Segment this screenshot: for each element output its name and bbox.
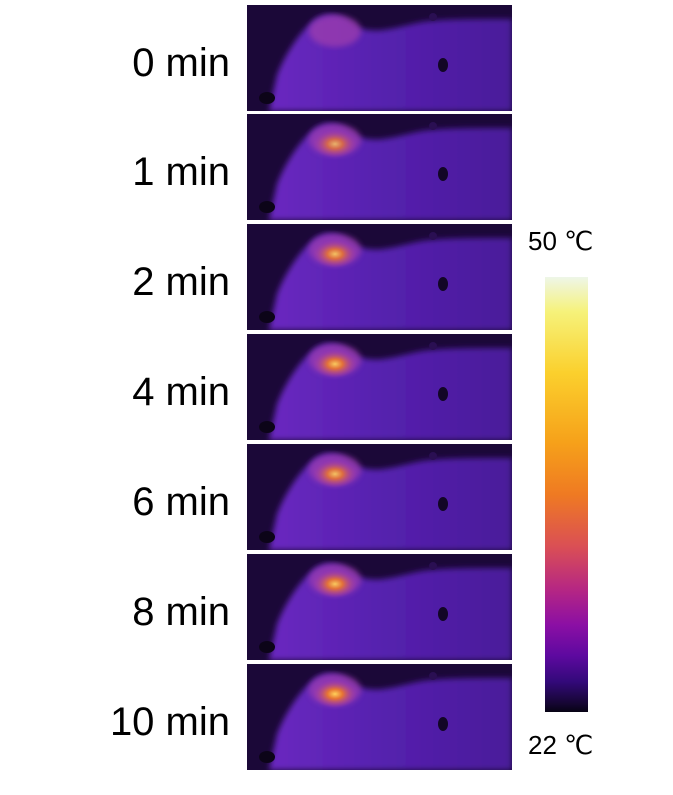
time-label-2: 2 min xyxy=(132,260,230,304)
thermal-frame xyxy=(247,554,512,660)
dark-spot xyxy=(438,167,448,181)
dark-spot xyxy=(438,387,448,401)
hot-spot xyxy=(313,680,357,708)
hot-spot xyxy=(313,130,357,158)
thermal-image xyxy=(259,562,512,660)
thermal-frame xyxy=(247,5,512,111)
thermal-frame xyxy=(247,664,512,770)
time-label-1: 1 min xyxy=(132,150,230,194)
dark-spot xyxy=(429,122,437,130)
time-label-6: 6 min xyxy=(132,480,230,524)
dark-spot xyxy=(438,58,448,72)
time-label-0: 0 min xyxy=(132,41,230,85)
dark-spot xyxy=(429,232,437,240)
head-region xyxy=(309,15,361,47)
thermal-frame xyxy=(247,114,512,220)
colorbar-min-label: 22 ℃ xyxy=(528,730,594,760)
dark-spot xyxy=(259,641,275,653)
thermal-image xyxy=(259,13,512,111)
animal-body xyxy=(269,343,512,440)
time-label-4: 4 min xyxy=(132,370,230,414)
thermal-image xyxy=(259,452,512,550)
dark-spot xyxy=(259,201,275,213)
thermal-frame xyxy=(247,224,512,330)
temperature-colorbar xyxy=(545,277,588,712)
time-label-8: 8 min xyxy=(132,590,230,634)
dark-spot xyxy=(259,311,275,323)
colorbar-max-label: 50 ℃ xyxy=(528,226,594,256)
thermal-frame xyxy=(247,444,512,550)
hot-spot xyxy=(313,350,357,378)
time-label-10: 10 min xyxy=(109,700,230,744)
dark-spot xyxy=(438,607,448,621)
dark-spot xyxy=(438,497,448,511)
dark-spot xyxy=(259,751,275,763)
thermal-image xyxy=(259,122,512,220)
thermal-image xyxy=(259,232,512,330)
thermal-image xyxy=(259,672,512,770)
thermal-image xyxy=(259,342,512,440)
animal-body xyxy=(269,673,512,770)
animal-body xyxy=(269,123,512,220)
dark-spot xyxy=(438,277,448,291)
animal-body xyxy=(269,233,512,330)
dark-spot xyxy=(259,92,275,104)
dark-spot xyxy=(429,672,437,680)
thermal-frame xyxy=(247,334,512,440)
dark-spot xyxy=(429,562,437,570)
dark-spot xyxy=(429,342,437,350)
dark-spot xyxy=(259,531,275,543)
hot-spot xyxy=(313,460,357,488)
dark-spot xyxy=(429,13,437,21)
dark-spot xyxy=(438,717,448,731)
animal-body xyxy=(269,453,512,550)
hot-spot xyxy=(313,240,357,268)
animal-body xyxy=(269,563,512,660)
dark-spot xyxy=(429,452,437,460)
animal-body xyxy=(269,14,512,111)
dark-spot xyxy=(259,421,275,433)
hot-spot xyxy=(313,570,357,598)
